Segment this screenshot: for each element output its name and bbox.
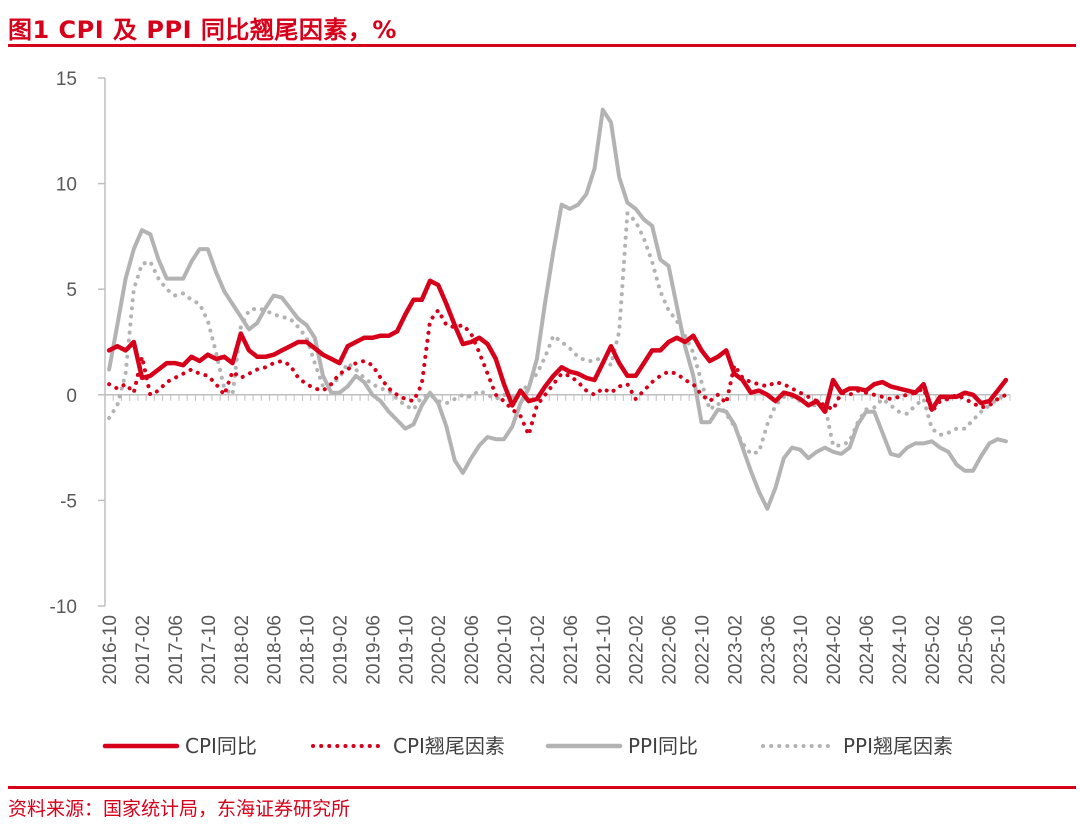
x-tick-label: 2016-10 bbox=[100, 615, 121, 685]
legend-label-3: PPI同比 bbox=[628, 734, 698, 758]
x-tick-label: 2017-06 bbox=[166, 615, 187, 685]
x-tick-label: 2018-02 bbox=[232, 615, 253, 685]
legend: CPI同比 CPI翘尾因素 PPI同比 PPI翘尾因素 bbox=[102, 734, 953, 758]
series-line-4 bbox=[107, 211, 1008, 456]
x-tick-label: 2023-06 bbox=[758, 615, 779, 685]
x-tick-label: 2025-02 bbox=[923, 615, 944, 685]
y-tick-label: 10 bbox=[56, 175, 77, 196]
legend-label-1: CPI同比 bbox=[185, 734, 257, 758]
x-tick-label: 2022-02 bbox=[627, 615, 648, 685]
x-tick-label: 2019-10 bbox=[396, 615, 417, 685]
x-tick-label: 2021-02 bbox=[528, 615, 549, 685]
footer-divider bbox=[8, 786, 1076, 789]
x-tick-label: 2024-10 bbox=[890, 615, 911, 685]
x-tick-label: 2024-06 bbox=[857, 615, 878, 685]
x-tick-label: 2020-02 bbox=[429, 615, 450, 685]
y-tick-label: 0 bbox=[66, 386, 77, 407]
chart-title: 图1 CPI 及 PPI 同比翘尾因素，% bbox=[8, 16, 397, 44]
x-tick-label: 2018-10 bbox=[298, 615, 319, 685]
x-tick-label: 2020-10 bbox=[495, 615, 516, 685]
x-tick-label: 2021-10 bbox=[594, 615, 615, 685]
axes: 15 10 5 0 -5 -10 2016-10 2017-02 2017-06 2017-10 2… bbox=[50, 69, 1011, 685]
x-tick-label: 2019-06 bbox=[363, 615, 384, 685]
x-tick-label: 2024-02 bbox=[824, 615, 845, 685]
x-tick-label: 2025-10 bbox=[989, 615, 1010, 685]
x-tick-label: 2022-10 bbox=[692, 615, 713, 685]
x-tick-label: 2018-06 bbox=[265, 615, 286, 685]
y-tick-label: -5 bbox=[60, 491, 77, 512]
x-tick-label: 2025-06 bbox=[956, 615, 977, 685]
source-note: 资料来源：国家统计局，东海证券研究所 bbox=[8, 798, 351, 820]
x-tick-label: 2022-06 bbox=[660, 615, 681, 685]
y-tick-label: 15 bbox=[56, 69, 77, 90]
legend-label-2: CPI翘尾因素 bbox=[393, 734, 505, 758]
series-layer bbox=[106, 107, 1009, 511]
x-tick-label: 2021-06 bbox=[561, 615, 582, 685]
series-line-3 bbox=[107, 107, 1008, 511]
x-tick-label: 2017-02 bbox=[133, 615, 154, 685]
title-divider bbox=[8, 44, 1076, 47]
legend-label-4: PPI翘尾因素 bbox=[843, 734, 953, 758]
x-tick-label: 2023-10 bbox=[791, 615, 812, 685]
y-tick-label: 5 bbox=[66, 280, 77, 301]
x-tick-label: 2023-02 bbox=[725, 615, 746, 685]
x-tick-label: 2019-02 bbox=[330, 615, 351, 685]
x-tick-label: 2017-10 bbox=[199, 615, 220, 685]
x-tick-label: 2020-06 bbox=[462, 615, 483, 685]
series-line-2 bbox=[107, 308, 1008, 437]
series-line-1 bbox=[106, 278, 1009, 414]
y-tick-label: -10 bbox=[50, 597, 77, 618]
